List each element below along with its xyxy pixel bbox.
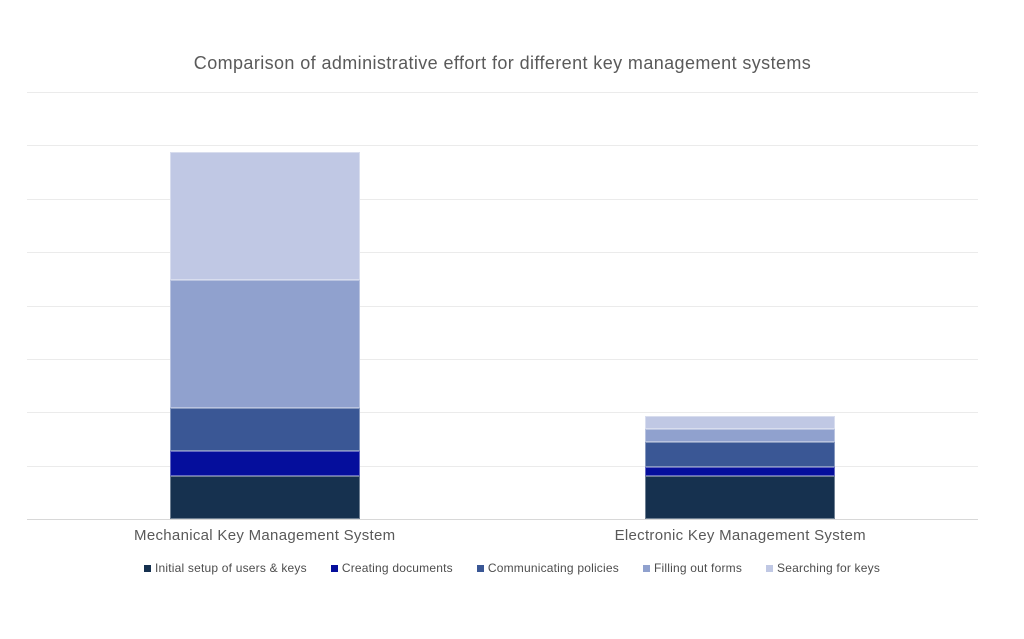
bar-segment	[170, 408, 360, 451]
stacked-bar	[170, 151, 360, 519]
legend-item: Initial setup of users & keys	[143, 561, 307, 575]
legend: Initial setup of users & keys Creating do…	[0, 561, 1024, 575]
legend-item: Searching for keys	[766, 561, 880, 575]
bar-segment	[645, 416, 835, 430]
legend-label: Creating documents	[341, 561, 453, 575]
category-label: Electronic Key Management System	[614, 527, 866, 544]
bar-segment	[645, 467, 835, 477]
chart-title: Comparison of administrative effort for …	[193, 53, 812, 73]
legend-swatch	[476, 564, 484, 572]
bar-segment	[170, 450, 360, 477]
legend-label: Searching for keys	[777, 561, 881, 575]
gridline	[27, 466, 978, 467]
legend-item: Creating documents	[330, 561, 453, 575]
bar-segment	[170, 476, 360, 519]
gridline	[27, 145, 978, 146]
legend-item: Communicating policies	[476, 561, 619, 575]
gridline	[27, 412, 978, 413]
x-axis-line	[27, 519, 978, 520]
legend-swatch	[766, 564, 774, 572]
legend-label: Communicating policies	[487, 561, 619, 575]
plot-area	[27, 92, 978, 520]
bar-segment	[645, 476, 835, 519]
gridline	[27, 359, 978, 360]
gridline	[27, 306, 978, 307]
bar-segment	[170, 279, 360, 409]
legend-item: Filling out forms	[642, 561, 743, 575]
stacked-bar	[645, 416, 835, 519]
legend-label: Initial setup of users & keys	[154, 561, 307, 575]
gridline	[27, 92, 978, 93]
legend-label: Filling out forms	[653, 561, 743, 575]
category-label: Mechanical Key Management System	[134, 527, 396, 544]
gridline	[27, 252, 978, 253]
x-axis-labels: Mechanical Key Management System Electron…	[27, 527, 978, 547]
gridline	[27, 199, 978, 200]
bar-segment	[645, 429, 835, 442]
legend-swatch	[143, 564, 151, 572]
legend-swatch	[330, 564, 338, 572]
bar-segment	[170, 151, 360, 280]
bar-segment	[645, 441, 835, 468]
legend-swatch	[642, 564, 650, 572]
